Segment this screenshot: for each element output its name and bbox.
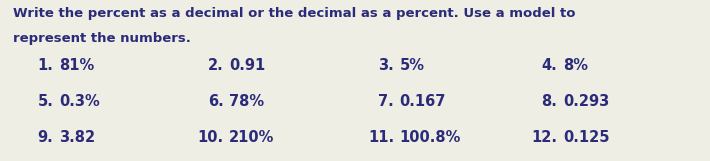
Text: represent the numbers.: represent the numbers. <box>13 32 191 45</box>
Text: 7.: 7. <box>378 94 394 109</box>
Text: 10.: 10. <box>197 130 224 145</box>
Text: 9.: 9. <box>38 130 53 145</box>
Text: 0.3%: 0.3% <box>59 94 99 109</box>
Text: 3.82: 3.82 <box>59 130 95 145</box>
Text: 1.: 1. <box>38 58 53 73</box>
Text: 12.: 12. <box>531 130 557 145</box>
Text: Write the percent as a decimal or the decimal as a percent. Use a model to: Write the percent as a decimal or the de… <box>13 7 575 20</box>
Text: 8%: 8% <box>563 58 588 73</box>
Text: 3.: 3. <box>378 58 394 73</box>
Text: 100.8%: 100.8% <box>400 130 461 145</box>
Text: 81%: 81% <box>59 58 94 73</box>
Text: 2.: 2. <box>208 58 224 73</box>
Text: 4.: 4. <box>542 58 557 73</box>
Text: 210%: 210% <box>229 130 275 145</box>
Text: 0.91: 0.91 <box>229 58 266 73</box>
Text: 78%: 78% <box>229 94 264 109</box>
Text: 0.167: 0.167 <box>400 94 446 109</box>
Text: 11.: 11. <box>368 130 394 145</box>
Text: 0.125: 0.125 <box>563 130 609 145</box>
Text: 0.293: 0.293 <box>563 94 609 109</box>
Text: 5%: 5% <box>400 58 425 73</box>
Text: 5.: 5. <box>38 94 53 109</box>
Text: 6.: 6. <box>208 94 224 109</box>
Text: 8.: 8. <box>542 94 557 109</box>
